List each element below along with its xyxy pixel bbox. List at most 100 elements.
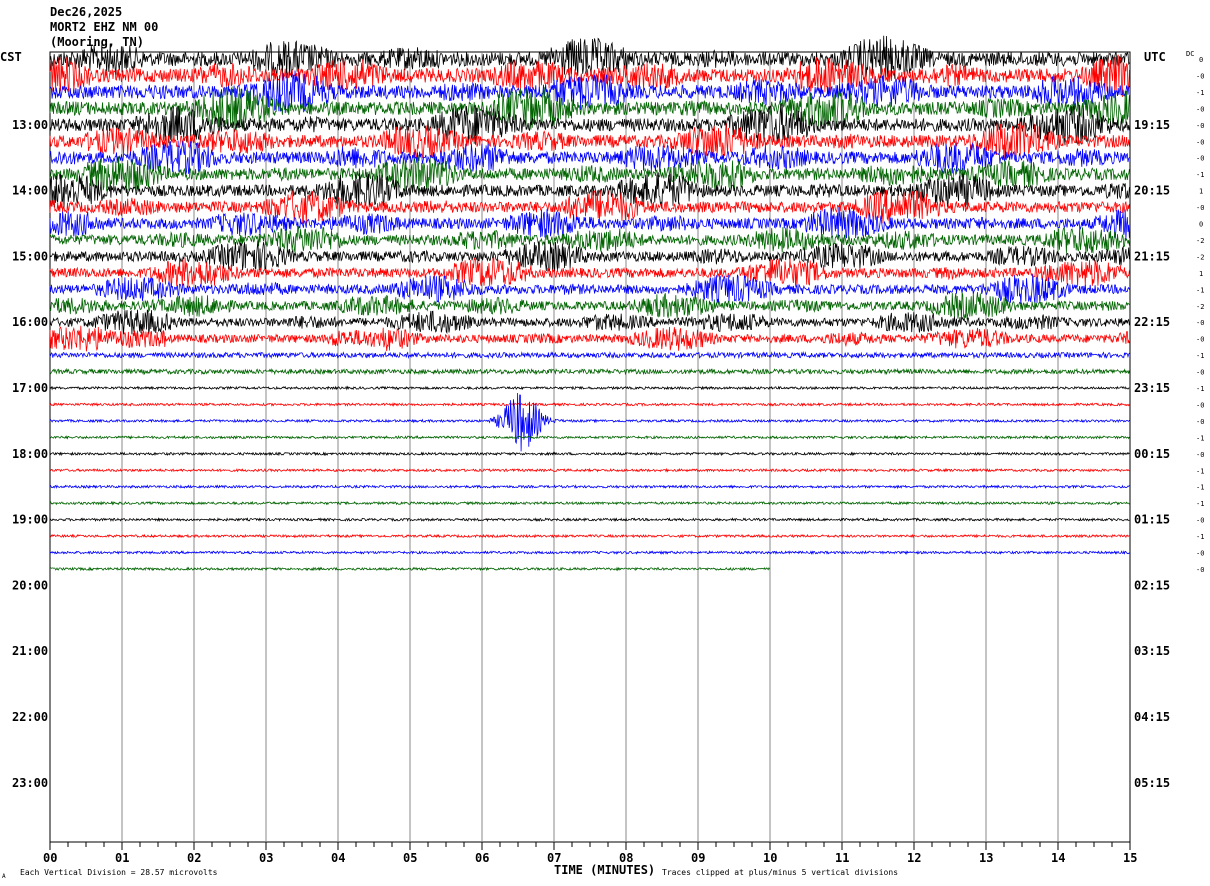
x-tick-label: 10 — [763, 851, 777, 865]
clip-note: Traces clipped at plus/minus 5 vertical … — [662, 868, 898, 877]
utc-label: UTC — [1144, 50, 1166, 64]
seismic-trace-18 — [49, 350, 1130, 360]
x-tick-label: 00 — [43, 851, 57, 865]
seismic-trace-4 — [49, 104, 1130, 146]
dc-offset-label: -1 — [1196, 467, 1204, 475]
dc-offset-label: -1 — [1196, 286, 1204, 294]
dc-offset-label: -0 — [1196, 336, 1204, 344]
cst-hour-label: 21:00 — [12, 644, 48, 658]
seismic-trace-3 — [49, 85, 1130, 131]
seismic-trace-11 — [49, 225, 1130, 254]
x-tick-label: 08 — [619, 851, 633, 865]
seismic-trace-17 — [49, 325, 1130, 352]
x-tick-label: 05 — [403, 851, 417, 865]
cst-hour-label: 17:00 — [12, 381, 48, 395]
station-label: MORT2 EHZ NM 00 — [50, 20, 158, 34]
corner-mark: A — [2, 873, 6, 880]
seismic-trace-14 — [49, 274, 1130, 305]
seismic-trace-9 — [49, 190, 1130, 225]
seismic-trace-25 — [49, 467, 1130, 473]
seismic-trace-6 — [49, 140, 1130, 175]
dc-label: DC — [1186, 50, 1194, 58]
x-tick-label: 14 — [1051, 851, 1065, 865]
dc-offset-label: -2 — [1196, 303, 1204, 311]
utc-hour-label: 04:15 — [1134, 710, 1170, 724]
dc-offset-label: -0 — [1196, 566, 1204, 574]
seismic-trace-16 — [49, 309, 1130, 335]
x-tick-label: 01 — [115, 851, 129, 865]
seismic-trace-7 — [49, 154, 1130, 194]
dc-offset-label: -0 — [1196, 155, 1204, 163]
seismic-trace-8 — [49, 171, 1130, 209]
utc-hour-label: 01:15 — [1134, 513, 1170, 527]
utc-hour-label: 22:15 — [1134, 315, 1170, 329]
seismic-trace-20 — [49, 385, 1130, 391]
utc-hour-label: 03:15 — [1134, 644, 1170, 658]
seismic-trace-21 — [49, 401, 1130, 407]
utc-hour-label: 20:15 — [1134, 184, 1170, 198]
dc-offset-label: -1 — [1196, 434, 1204, 442]
x-axis-label: TIME (MINUTES) — [554, 863, 655, 877]
seismic-trace-26 — [49, 484, 1130, 490]
utc-hour-label: 05:15 — [1134, 776, 1170, 790]
seismic-trace-0 — [49, 35, 1130, 81]
seismic-trace-19 — [49, 367, 1130, 376]
dc-offset-label: -1 — [1196, 89, 1204, 97]
vertical-division-note: Each Vertical Division = 28.57 microvolt… — [20, 868, 218, 877]
dc-offset-label: -1 — [1196, 484, 1204, 492]
seismic-trace-15 — [49, 292, 1130, 320]
x-tick-label: 07 — [547, 851, 561, 865]
dc-offset-label: -1 — [1196, 385, 1204, 393]
x-tick-label: 13 — [979, 851, 993, 865]
dc-offset-label: -0 — [1196, 138, 1204, 146]
location-label: (Mooring, TN) — [50, 35, 144, 49]
dc-offset-label: -0 — [1196, 418, 1204, 426]
dc-offset-label: -0 — [1196, 550, 1204, 558]
dc-offset-label: -0 — [1196, 204, 1204, 212]
seismic-trace-2 — [49, 70, 1130, 114]
cst-hour-label: 13:00 — [12, 118, 48, 132]
dc-offset-label: -0 — [1196, 105, 1204, 113]
seismic-trace-1 — [49, 54, 1130, 98]
cst-hour-label: 22:00 — [12, 710, 48, 724]
dc-offset-label: -0 — [1196, 401, 1204, 409]
dc-offset-label: -1 — [1196, 352, 1204, 360]
seismic-trace-24 — [49, 451, 1130, 457]
cst-hour-label: 20:00 — [12, 578, 48, 592]
cst-hour-label: 23:00 — [12, 776, 48, 790]
seismic-trace-29 — [50, 533, 1130, 539]
date-label: Dec26,2025 — [50, 5, 122, 19]
x-tick-label: 06 — [475, 851, 489, 865]
seismic-trace-31 — [49, 566, 770, 572]
dc-offset-label: 0 — [1199, 221, 1203, 229]
seismic-trace-30 — [49, 550, 1130, 555]
seismic-trace-23 — [49, 434, 1130, 440]
x-tick-label: 15 — [1123, 851, 1137, 865]
dc-offset-label: 1 — [1199, 270, 1203, 278]
x-tick-label: 02 — [187, 851, 201, 865]
dc-offset-label: -0 — [1196, 517, 1204, 525]
dc-offset-label: -0 — [1196, 72, 1204, 80]
seismic-trace-28 — [49, 517, 1130, 523]
cst-label: CST — [0, 50, 22, 64]
seismic-trace-5 — [49, 121, 1130, 161]
x-tick-label: 09 — [691, 851, 705, 865]
cst-hour-label: 14:00 — [12, 184, 48, 198]
dc-offset-label: -1 — [1196, 171, 1204, 179]
utc-hour-label: 00:15 — [1134, 447, 1170, 461]
seismic-trace-10 — [49, 207, 1130, 240]
cst-hour-label: 18:00 — [12, 447, 48, 461]
x-tick-label: 11 — [835, 851, 849, 865]
seismic-trace-22 — [49, 392, 1130, 452]
seismic-trace-13 — [49, 256, 1130, 288]
dc-offset-label: 0 — [1199, 56, 1203, 64]
dc-offset-label: -0 — [1196, 122, 1204, 130]
utc-hour-label: 21:15 — [1134, 249, 1170, 263]
dc-offset-label: 1 — [1199, 188, 1203, 196]
dc-offset-label: -2 — [1196, 253, 1204, 261]
dc-offset-label: -1 — [1196, 533, 1204, 541]
cst-hour-label: 15:00 — [12, 249, 48, 263]
dc-offset-label: -0 — [1196, 451, 1204, 459]
dc-offset-label: -2 — [1196, 237, 1204, 245]
